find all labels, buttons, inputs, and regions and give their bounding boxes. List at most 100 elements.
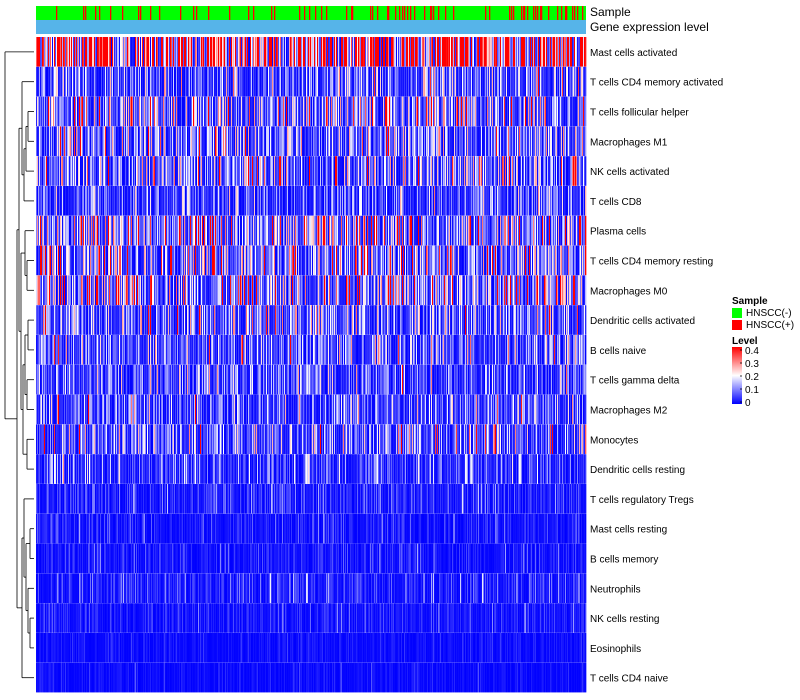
heatmap-cell [482,96,484,127]
heatmap-cell [533,96,535,127]
heatmap-cell [152,96,154,127]
heatmap-cell [498,66,500,97]
heatmap-cell [147,126,149,156]
heatmap-cell [388,186,390,216]
heatmap-cell [191,66,193,97]
heatmap-cell [542,186,544,216]
heatmap-cell [382,156,384,186]
heatmap-cell [246,37,248,67]
sample-mark-positive [193,6,195,20]
heatmap-cell [416,96,418,127]
heatmap-cell [519,96,521,127]
heatmap-cell [161,66,163,97]
heatmap-cell [196,126,198,156]
heatmap-cell [486,186,488,216]
heatmap-cell [497,96,499,127]
heatmap-cell [515,96,517,127]
heatmap-cell [250,156,252,186]
heatmap-cell [38,156,40,186]
heatmap-cell [284,37,286,67]
heatmap-cell [496,186,498,216]
heatmap-cell [327,126,329,156]
heatmap-cell [256,186,258,216]
heatmap-cell [436,186,438,216]
heatmap-cell [177,186,179,216]
heatmap-cell [305,126,307,156]
heatmap-cell [229,156,231,186]
heatmap-cell [104,186,106,216]
heatmap-cell [112,96,114,127]
heatmap-cell [69,96,71,127]
heatmap-cell [472,186,474,216]
heatmap-cell [523,96,525,127]
heatmap-cell [201,126,203,156]
heatmap-cell [238,126,240,156]
heatmap-cell [205,126,207,156]
heatmap-cell [233,156,235,186]
heatmap-cell [338,66,340,97]
heatmap-cell [320,156,322,186]
heatmap-cell [564,96,566,127]
heatmap-cell [570,37,572,67]
heatmap-cell [309,186,311,216]
heatmap-cell [87,186,89,216]
heatmap-cell [292,126,294,156]
sample-mark-positive [399,6,401,20]
heatmap-cell [365,186,367,216]
heatmap-cell [430,37,432,67]
heatmap-cell [577,156,579,186]
heatmap-cell [213,156,215,186]
heatmap-cell [551,156,553,186]
gene-expression-level-track-label: Gene expression level [590,20,709,34]
heatmap-cell [191,156,193,186]
heatmap-cell [171,66,173,97]
heatmap-cell [314,156,316,186]
heatmap-cell [420,37,422,67]
heatmap-cell [292,66,294,97]
heatmap-cell [216,156,218,186]
heatmap-cell [581,186,583,216]
heatmap-cell [367,126,369,156]
heatmap-cell [108,96,110,127]
heatmap-cell [423,126,425,156]
heatmap-cell [101,37,103,67]
heatmap-cell [407,66,409,97]
heatmap-cell [200,156,202,186]
heatmap-cell [336,96,338,127]
heatmap-cell [434,126,436,156]
heatmap-cell [473,156,475,186]
heatmap-cell [63,96,65,127]
heatmap-cell [192,37,194,67]
heatmap-cell [260,156,262,186]
heatmap-cell [77,37,79,67]
heatmap-cell [128,37,130,67]
heatmap-cell [270,96,272,127]
heatmap-cell [77,215,79,246]
heatmap-cell [404,186,406,216]
heatmap-cell [475,156,477,186]
heatmap-cell [193,96,195,127]
heatmap-cell [135,186,137,216]
heatmap-cell [44,126,46,156]
heatmap-cell [489,37,491,67]
heatmap-cell [568,126,570,156]
heatmap-cell [130,96,132,127]
heatmap-cell [407,96,409,127]
heatmap-cell [313,66,315,97]
heatmap-cell [172,37,174,67]
heatmap-cell [375,37,377,67]
heatmap-cell [108,66,110,97]
heatmap-cell [93,126,95,156]
heatmap-cell [463,66,465,97]
heatmap-cell [548,66,550,97]
heatmap-cell [110,186,112,216]
heatmap-cell [414,156,416,186]
heatmap-cell [425,66,427,97]
heatmap-cell [556,126,558,156]
heatmap-cell [583,96,585,127]
heatmap-cell [478,37,480,67]
heatmap-cell [474,156,476,186]
heatmap-cell [65,186,67,216]
heatmap-cell [345,186,347,216]
heatmap-cell [80,96,82,127]
